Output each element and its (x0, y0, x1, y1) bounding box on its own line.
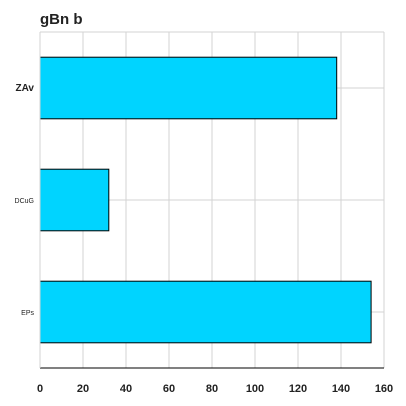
bars (39, 56, 372, 344)
y-category-label-eps: EPs (21, 310, 34, 317)
y-category-label-zav: ZAv (15, 83, 34, 94)
bar-dcug (39, 168, 110, 232)
x-tick-label-8: 160 (375, 383, 393, 395)
chart-title: gBn b (40, 11, 83, 28)
x-tick-label-3: 60 (163, 383, 175, 395)
x-tick-label-2: 40 (120, 383, 132, 395)
y-axis-category-labels: ZAv DCuG EPs (15, 83, 35, 317)
y-category-label-dcug: DCuG (15, 198, 34, 205)
bar-eps (39, 280, 372, 344)
x-tick-label-0: 0 (37, 383, 43, 395)
x-tick-label-7: 140 (332, 383, 350, 395)
x-tick-label-1: 20 (77, 383, 89, 395)
x-tick-label-6: 120 (289, 383, 307, 395)
bar-zav (39, 56, 338, 120)
x-tick-label-4: 80 (206, 383, 218, 395)
x-axis-tick-labels: 0 20 40 60 80 100 120 140 160 (37, 383, 393, 395)
x-tick-label-5: 100 (246, 383, 264, 395)
